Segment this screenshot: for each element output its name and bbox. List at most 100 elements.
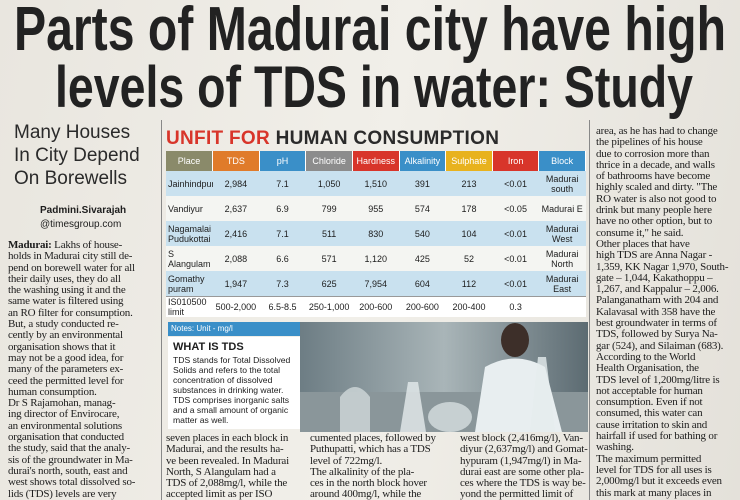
- text-line: accepted limit as per ISO: [166, 489, 273, 500]
- box-line: Solids and refers to the total: [173, 365, 281, 375]
- table-cell: 2,416: [212, 221, 260, 246]
- table-cell: 511: [305, 221, 353, 246]
- byline-handle: @timesgroup.com: [40, 219, 122, 230]
- text-line: The maximum permitted: [596, 453, 702, 465]
- table-cell: 2,088: [212, 246, 260, 271]
- text-line: durai east are some other pla-: [460, 466, 584, 478]
- column-header: Sulphate: [445, 151, 493, 171]
- table-cell: Madurai south: [538, 171, 586, 196]
- table-cell: Madurai East: [538, 271, 586, 297]
- table-cell-empty: [538, 296, 586, 317]
- text-line: due to corrosion more than: [596, 148, 710, 160]
- table-cell: <0.01: [492, 246, 539, 271]
- lab-photo: [300, 322, 588, 432]
- text-line: thrice in a decade, and walls: [596, 159, 715, 171]
- subhead-line: In City Depend: [14, 145, 140, 166]
- table-cell: 6.9: [259, 196, 306, 221]
- column-header: Chloride: [305, 151, 353, 171]
- text-line: ces in the north block hover: [310, 478, 427, 490]
- table-cell: 955: [352, 196, 400, 221]
- column-header: pH: [259, 151, 307, 171]
- text-line-part: Lakhs of house-: [51, 240, 123, 251]
- text-line: an RO filter for consumption.: [8, 307, 133, 319]
- text-line: 1,359, KK Nagar 1,970, South-: [596, 261, 729, 273]
- text-line: around 400mg/l, while the: [310, 489, 422, 500]
- table-cell: 1,120: [352, 246, 400, 271]
- table-cell: S Alangulam: [166, 246, 213, 271]
- text-line: highly scaled and dirty. "The: [596, 182, 718, 194]
- text-line: cumented places, followed by: [310, 433, 436, 444]
- text-line: Kalavasal with 358 have the: [596, 306, 716, 318]
- table-cell: 604: [399, 271, 446, 297]
- headline: Parts of Madurai city have high levels o…: [14, 0, 726, 120]
- text-line: TDS, followed by Surya Na-: [596, 329, 718, 341]
- text-line: human consumption.: [8, 386, 97, 398]
- text-line: of bathrooms have become: [596, 171, 711, 183]
- table-cell: IS010500 limit: [166, 296, 213, 317]
- table-cell: <0.01: [492, 171, 539, 196]
- text-line: 1,267, and Kappalur – 2,006.: [596, 284, 719, 296]
- table-cell: 7.1: [259, 171, 306, 196]
- text-line: not acceptable for human: [596, 385, 703, 397]
- text-line: ve been revealed. In Madurai: [166, 455, 289, 467]
- subhead-line: On Borewells: [14, 168, 127, 189]
- table-cell: <0.01: [492, 221, 539, 246]
- column-header: Alkalinity: [399, 151, 447, 171]
- table-cell: 200-600: [352, 296, 400, 317]
- box-line: matter as well.: [173, 415, 229, 425]
- text-line: RO water is also not good to: [596, 193, 717, 205]
- table-cell: 178: [445, 196, 493, 221]
- table-notes: Notes: Unit - mg/l: [168, 322, 300, 336]
- text-line: North, S Alangulam had a: [166, 466, 276, 478]
- text-line: many of the parameters ex-: [8, 364, 124, 376]
- text-line: ing director of Envirocare,: [8, 409, 120, 421]
- text-line: Other places that have: [596, 238, 690, 250]
- table-title-red: UNFIT FOR: [166, 128, 271, 149]
- text-line: TDS of 2,088mg/l, while the: [166, 478, 288, 490]
- left-column: Madurai: Lakhs of house-holds in Madurai…: [8, 240, 158, 500]
- text-line: same water is filtered using: [8, 296, 124, 308]
- text-line: consume it," he said.: [596, 227, 684, 239]
- text-line: high TDS are Anna Nagar -: [596, 250, 713, 262]
- table-cell: 625: [305, 271, 353, 297]
- table-cell: Jainhindpuram: [166, 171, 213, 196]
- text-line: But, a study conducted re-: [8, 319, 119, 331]
- text-line: this mark at many places in: [596, 487, 712, 499]
- right-column: area, as he has had to change the pipelin…: [596, 126, 738, 499]
- text-line: the washing using it and the: [8, 285, 126, 297]
- table-title-dark: HUMAN CONSUMPTION: [275, 128, 500, 149]
- table-cell: Madurai West: [538, 221, 586, 246]
- text-line: Palanganatham with 204 and: [596, 295, 719, 307]
- text-line: organisation shows that it: [8, 341, 116, 353]
- table-cell: 6.6: [259, 246, 306, 271]
- text-line: yond the permitted limit of: [460, 489, 574, 500]
- text-line: consumed, this water can: [596, 408, 703, 420]
- table-row: Nagamalai Pudukottai 2,416 7.1 511 830 540 104…: [166, 221, 586, 246]
- bottom-column: cumented places, followed by Puthupatti, …: [310, 433, 452, 500]
- text-line: ceed the permitted level for: [8, 375, 124, 387]
- table-cell: 425: [399, 246, 446, 271]
- table-cell: 391: [399, 171, 446, 196]
- table-cell: 2,984: [212, 171, 260, 196]
- headline-line: Parts of Madurai city have high: [14, 0, 726, 64]
- table-cell: 7.3: [259, 271, 306, 297]
- text-line: the study, said that the analy-: [8, 443, 130, 455]
- box-line: substances in drinking water.: [173, 385, 284, 395]
- table-cell: 830: [352, 221, 400, 246]
- text-line: Puthupatti, which has a TDS: [310, 444, 431, 456]
- text-line: sis of the groundwater in Ma-: [8, 454, 133, 466]
- table-cell: 1,050: [305, 171, 353, 196]
- table-cell: 112: [445, 271, 493, 297]
- data-table: Place TDS pH Chloride Hardness Alkalinity Sulp…: [166, 151, 586, 317]
- text-line: durai's north, south, east and: [8, 465, 128, 477]
- text-line: their daily uses, they do all: [8, 273, 121, 285]
- table-title: UNFIT FOR HUMAN CONSUMPTION: [166, 127, 586, 151]
- text-line: west shows total dissolved so-: [8, 477, 136, 489]
- tds-box: WHAT IS TDS TDS stands for Total Dissolve…: [168, 337, 300, 429]
- column-rule: [161, 120, 162, 500]
- text-line: Health Organisation, the: [596, 363, 699, 375]
- table-cell: <0.01: [492, 271, 539, 297]
- text-line: gate – 1,044, Kakathoppu –: [596, 272, 713, 284]
- text-line: Dr S Rajamohan, manag-: [8, 398, 116, 410]
- text-line: washing.: [596, 442, 634, 454]
